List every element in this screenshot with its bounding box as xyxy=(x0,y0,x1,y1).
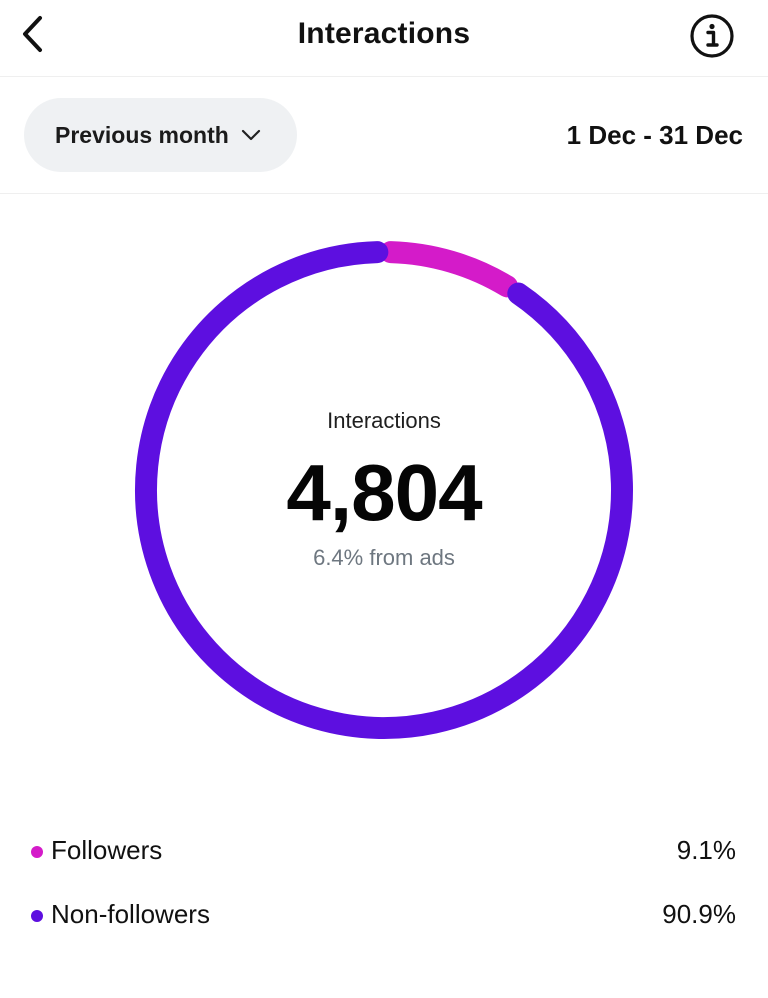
back-button[interactable] xyxy=(10,10,54,58)
legend-row-followers: Followers 9.1% xyxy=(0,832,768,872)
legend-row-non-followers: Non-followers 90.9% xyxy=(0,896,768,936)
chevron-left-icon xyxy=(23,16,42,52)
chevron-down-icon xyxy=(241,128,261,142)
info-button[interactable] xyxy=(688,12,736,60)
filter-bar: Previous month 1 Dec - 31 Dec xyxy=(0,77,768,194)
followers-legend-dot xyxy=(31,846,43,858)
legend-label: Non-followers xyxy=(51,899,210,929)
summary-label: Interactions xyxy=(327,408,441,433)
legend-label: Followers xyxy=(51,835,163,865)
date-range: 1 Dec - 31 Dec xyxy=(566,120,743,150)
info-circle-icon xyxy=(690,14,734,58)
donut-chart xyxy=(132,238,636,742)
summary-value: 4,804 xyxy=(286,448,482,537)
page-title: Interactions xyxy=(297,17,471,50)
header-bar: Interactions xyxy=(0,0,768,77)
period-dropdown[interactable]: Previous month xyxy=(24,98,297,172)
donut-segment-non-followers xyxy=(135,241,633,739)
donut-segment-followers xyxy=(379,241,519,298)
period-dropdown-label: Previous month xyxy=(55,121,229,148)
legend-value: 9.1% xyxy=(676,835,736,865)
legend-value: 90.9% xyxy=(662,899,736,929)
summary-ads-share: 6.4% from ads xyxy=(313,545,455,570)
non-followers-legend-dot xyxy=(31,910,43,922)
